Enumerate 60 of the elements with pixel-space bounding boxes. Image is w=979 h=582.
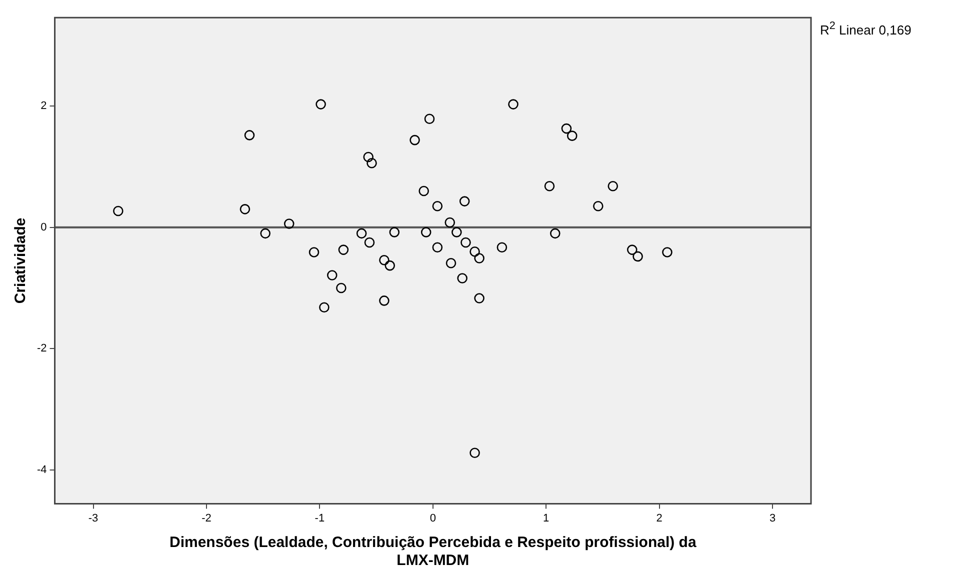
point [284,218,294,229]
point [460,237,471,248]
point [550,228,560,239]
point [420,227,432,238]
point [338,244,349,255]
point [626,244,638,255]
point [356,228,367,239]
point [457,273,468,284]
point [410,134,420,146]
x-tick-label: 0 [430,512,436,524]
text: R$^{2}$ Linear 0,169 [820,20,912,38]
point [319,302,330,313]
point [593,200,604,212]
point [561,123,572,134]
point [446,258,456,268]
x-axis-title: Dimensões (Lealdade, Contribuição Percebida e Respeito profissional) da LMX-MDM [169,534,697,570]
point [432,242,443,253]
point [418,186,429,196]
y-tick-label: 2 [40,100,47,112]
point [326,270,338,280]
point [389,227,400,238]
point [662,247,672,258]
x-tick-label: 1 [543,512,550,524]
point [240,204,250,214]
point [632,251,643,262]
point [470,448,480,458]
point [459,196,470,206]
x-tick-label: -2 [202,512,212,524]
x-tick-label: 2 [656,512,662,524]
point [260,228,270,239]
y-tick-label: -2 [37,342,47,355]
y-tick-label: 0 [40,221,47,234]
point [379,254,390,266]
point [474,253,484,264]
point [113,206,124,216]
y-tick-label: -4 [37,464,47,476]
point [508,99,518,110]
point [336,282,346,294]
point [444,217,456,228]
x-tick-label: 3 [769,512,776,524]
point [544,180,555,192]
point [244,130,255,140]
point [363,152,374,162]
point [608,180,618,192]
point [366,158,377,168]
point [364,237,375,248]
x-tick-label: -3 [88,512,98,524]
point [379,296,390,306]
point [308,247,320,258]
point [474,293,484,304]
point [316,99,326,110]
point [496,242,508,253]
point [566,130,578,141]
point [452,227,462,238]
point [432,200,443,212]
point [384,260,396,271]
point [424,114,435,124]
y-axis-title: Criatividade [12,218,30,304]
x-tick-label: -1 [314,512,325,524]
point [470,246,480,257]
